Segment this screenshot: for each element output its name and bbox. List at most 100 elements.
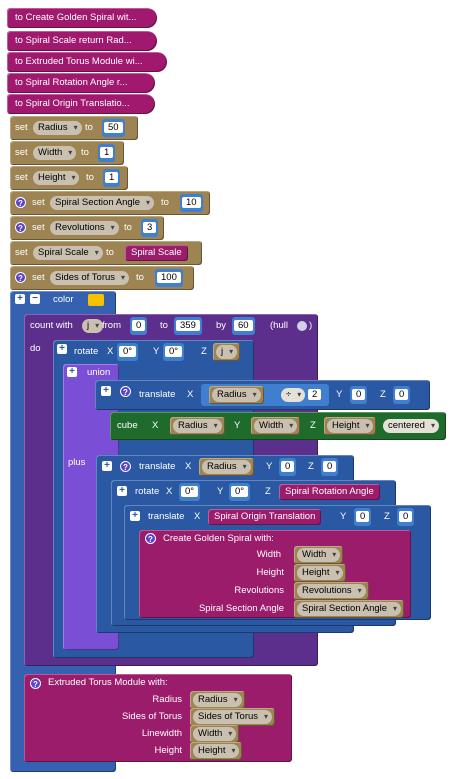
z-input[interactable]: 0 [395,389,409,400]
set-spiral-scale-block[interactable]: set Spiral Scale to Spiral Scale [10,241,202,265]
expand-icon[interactable]: + [15,294,25,304]
procedure-header-golden-spiral[interactable]: to Create Golden Spiral wit... [7,8,157,28]
procedure-header-spiral-origin[interactable]: to Spiral Origin Translatio... [7,94,155,114]
loop-variable-dropdown[interactable]: j [82,319,104,333]
translate-label: translate [139,389,176,400]
to-input[interactable]: 359 [176,320,200,331]
param-variable-dropdown[interactable]: Width [297,548,341,562]
expand-icon[interactable]: + [57,344,67,354]
number-input[interactable]: 3 [143,222,157,233]
set-revolutions-block[interactable]: ? set Revolutions to 3 [10,216,164,240]
help-icon[interactable]: ? [15,222,26,233]
y-input[interactable]: 0 [281,461,295,472]
variable-dropdown[interactable]: Revolutions [50,221,119,235]
z-input[interactable]: 0 [323,461,337,472]
y-input[interactable]: 0 [352,389,366,400]
spiral-scale-call[interactable]: Spiral Scale [125,245,188,261]
variable-dropdown[interactable]: Spiral Section Angle [50,196,155,210]
create-golden-spiral-call[interactable]: ? Create Golden Spiral with: Width Width… [139,530,411,618]
expand-icon[interactable]: + [102,461,112,471]
to-keyword: to [106,247,114,258]
z-variable-dropdown[interactable]: Height [327,419,374,433]
color-swatch[interactable] [88,294,104,306]
set-height-block[interactable]: set Height to 1 [10,166,128,190]
x-variable-dropdown[interactable]: Radius [173,419,222,433]
number-input[interactable]: 10 [182,197,201,208]
variable-dropdown[interactable]: Sides of Torus [50,271,130,285]
help-icon[interactable]: ? [145,533,156,544]
to-label: to [160,320,168,331]
hull-toggle[interactable] [297,321,307,331]
y-input[interactable]: 0 [356,511,370,522]
number-input[interactable]: 1 [100,147,114,158]
set-width-block[interactable]: set Width to 1 [10,141,124,165]
z-label: Z [308,461,314,472]
z-input[interactable]: 0 [399,511,413,522]
y-angle-input[interactable]: 0° [231,486,249,497]
procedure-header-spiral-scale[interactable]: to Spiral Scale return Rad... [7,31,157,51]
x-angle-input[interactable]: 0° [119,346,137,357]
variable-dropdown[interactable]: Height [33,171,80,185]
hull-label: (hull [270,320,288,331]
translate-label: translate [148,511,185,522]
param-variable-dropdown[interactable]: Sides of Torus [193,710,273,724]
procedure-header-spiral-rotation[interactable]: to Spiral Rotation Angle r... [7,73,155,93]
set-radius-block[interactable]: set Radius to 50 [10,116,138,140]
divisor-input[interactable]: 2 [308,389,322,400]
spiral-origin-translation-call[interactable]: Spiral Origin Translation [208,509,322,525]
param-name: Height [154,745,182,756]
x-angle-input[interactable]: 0° [181,486,199,497]
param-variable-dropdown[interactable]: Height [297,566,344,580]
param-variable-dropdown[interactable]: Width [193,727,237,741]
param-variable-dropdown[interactable]: Height [193,744,240,758]
param-variable-dropdown[interactable]: Radius [193,693,242,707]
z-label: Z [201,346,207,357]
z-label: Z [310,420,316,431]
y-angle-input[interactable]: 0° [165,346,183,357]
param-variable-dropdown[interactable]: Spiral Section Angle [297,602,402,616]
help-icon[interactable]: ? [15,272,26,283]
expand-icon[interactable]: + [130,511,140,521]
z-variable-dropdown[interactable]: j [216,345,238,359]
number-input[interactable]: 50 [104,122,123,133]
procedure-header-extruded-torus[interactable]: to Extruded Torus Module wi... [7,52,167,72]
x-variable-dropdown[interactable]: Radius [202,460,251,474]
z-label: Z [384,511,390,522]
param-variable-dropdown[interactable]: Revolutions [297,584,366,598]
translate-label: translate [139,461,176,472]
extruded-torus-module-call[interactable]: ? Extruded Torus Module with: Radius Rad… [24,674,292,762]
variable-dropdown[interactable]: Spiral Scale [33,246,103,260]
from-input[interactable]: 0 [132,320,146,331]
to-keyword: to [124,222,132,233]
set-spiral-section-angle-block[interactable]: ? set Spiral Section Angle to 10 [10,191,210,215]
collapse-icon[interactable]: − [30,294,40,304]
help-icon[interactable]: ? [120,461,131,472]
param-name: Revolutions [234,585,284,596]
help-icon[interactable]: ? [30,678,41,689]
procedure-call-label: Create Golden Spiral with: [163,533,274,544]
expand-icon[interactable]: + [67,367,77,377]
variable-dropdown[interactable]: Radius [33,121,82,135]
centered-dropdown[interactable]: centered [383,419,439,433]
number-input[interactable]: 100 [157,272,181,283]
to-keyword: to [81,147,89,158]
operator-dropdown[interactable]: ÷ [281,388,306,402]
variable-dropdown[interactable]: Width [33,146,77,160]
y-variable-dropdown[interactable]: Width [254,419,298,433]
variable-dropdown[interactable]: Radius [212,388,261,402]
translate-block[interactable]: + ? translate X Radius ÷ 2 Y 0 Z 0 [95,380,430,410]
help-icon[interactable]: ? [120,386,131,397]
number-input[interactable]: 1 [105,172,119,183]
expand-icon[interactable]: + [117,486,127,496]
by-input[interactable]: 60 [234,320,253,331]
spiral-rotation-angle-call[interactable]: Spiral Rotation Angle [279,484,380,500]
expand-icon[interactable]: + [101,386,111,396]
y-label: Y [217,486,224,497]
y-label: Y [340,511,347,522]
help-icon[interactable]: ? [15,197,26,208]
divide-expression[interactable]: Radius ÷ 2 [201,384,329,406]
to-keyword: to [136,272,144,283]
cube-block[interactable]: cube X Radius Y Width Z Height centered [110,412,446,440]
set-sides-of-torus-block[interactable]: ? set Sides of Torus to 100 [10,266,194,290]
set-keyword: set [32,272,45,283]
